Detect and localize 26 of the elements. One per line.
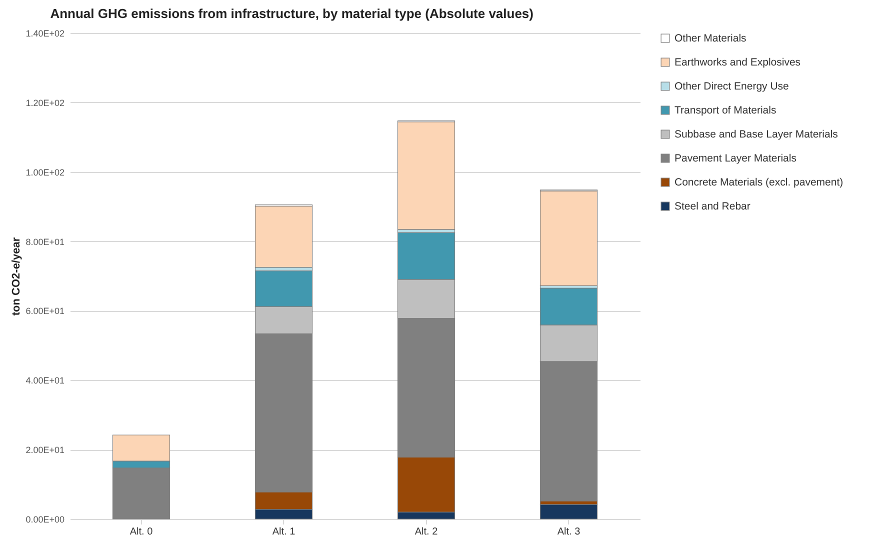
legend-label: Other Direct Energy Use — [674, 80, 790, 92]
y-tick-label: 0.00E+00 — [26, 514, 64, 524]
y-tick-label: 8.00E+01 — [26, 236, 64, 247]
bar — [397, 122, 456, 230]
legend-label: Transport of Materials — [674, 104, 776, 116]
bar — [540, 190, 598, 286]
y-axis-title: ton CO2-e/year — [10, 236, 23, 316]
y-tick-label: 2.00E+01 — [26, 445, 64, 456]
legend-label: Steel and Rebar — [674, 200, 751, 212]
legend-label: Other Materials — [674, 32, 746, 44]
legend-label: Concrete Materials (excl. pavement) — [674, 176, 844, 188]
chart-title: Annual GHG emissions from infrastructure, by material type (Absolute values) — [50, 6, 534, 21]
y-tick-label: 1.20E+02 — [26, 98, 64, 108]
bar — [540, 504, 598, 520]
bar — [254, 206, 313, 268]
x-tick-label: Alt. 1 — [272, 526, 296, 538]
y-tick-label: 4.00E+01 — [26, 376, 64, 386]
x-tick-label: Alt. 3 — [557, 526, 581, 538]
legend-label: Earthworks and Explosives — [674, 56, 801, 68]
x-tick-label: Alt. 2 — [414, 526, 438, 538]
legend-label: Pavement Layer Materials — [674, 152, 796, 164]
y-tick-label: 1.00E+02 — [26, 167, 64, 178]
y-tick-label: 1.40E+02 — [26, 28, 64, 38]
x-tick-label: Alt. 0 — [130, 526, 154, 538]
y-tick-label: 6.00E+01 — [26, 306, 64, 316]
legend-label: Subbase and Base Layer Materials — [674, 128, 838, 140]
